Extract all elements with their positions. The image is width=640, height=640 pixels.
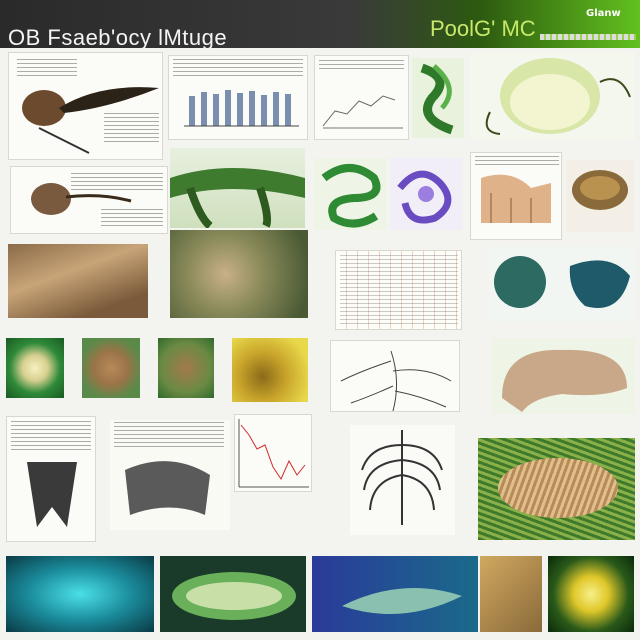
eye-organ-diagram xyxy=(8,52,163,160)
blue-fish-cell xyxy=(312,556,478,632)
eye-organ-svg xyxy=(22,87,159,154)
tissue-diagram xyxy=(10,166,168,234)
bar-chart-panel xyxy=(168,55,308,140)
red-line-plot xyxy=(234,414,312,492)
teal-svg xyxy=(494,256,630,308)
molar-diagram xyxy=(110,420,230,530)
tissue-svg xyxy=(31,183,132,215)
ribcage-svg xyxy=(361,430,443,525)
ribcage-diagram xyxy=(350,425,455,535)
cyan-microscopy xyxy=(6,556,154,632)
ribbon-svg xyxy=(420,63,454,135)
yellow-sphere-cell xyxy=(548,556,634,632)
brain-like-organ xyxy=(492,338,635,414)
tan-organ-photo xyxy=(480,556,542,632)
data-table-grid xyxy=(335,250,462,330)
hair-texture-photo xyxy=(8,244,148,318)
corner-badge: Glanw xyxy=(586,8,621,19)
brown-organ-svg xyxy=(572,170,628,210)
brown-organ xyxy=(566,160,634,232)
pale-organ-sphere xyxy=(470,52,635,140)
cross-section-diagram xyxy=(470,152,562,240)
poster-header: OB Fsaeb'ocy lMtuge PoolG' MC Glanw xyxy=(0,0,640,50)
cross-svg xyxy=(481,174,551,223)
green-tubules xyxy=(170,148,305,228)
bar-chart-svg xyxy=(184,90,299,127)
nerve-diagram xyxy=(330,340,460,412)
red-plot-svg xyxy=(238,419,309,488)
cell-thumbnails xyxy=(6,338,216,408)
teal-organ-pair xyxy=(490,246,635,322)
poster-title: OB Fsaeb'ocy lMtuge xyxy=(8,25,228,50)
line-chart-svg xyxy=(322,95,403,129)
leaf-svg xyxy=(172,572,296,620)
yellow-cell-photo xyxy=(232,338,308,402)
green-tubules-coil xyxy=(314,158,386,230)
green-striated-tissue xyxy=(478,438,635,540)
nerve-svg xyxy=(340,350,452,411)
green-microscopy-photo xyxy=(170,230,308,318)
tubules-svg xyxy=(170,168,305,228)
sphere-svg xyxy=(485,58,631,135)
brain-svg xyxy=(502,349,627,412)
tooth-diagram xyxy=(6,416,96,542)
line-chart-panel xyxy=(314,55,409,140)
fish-svg xyxy=(342,588,462,614)
purple-svg xyxy=(397,170,452,224)
purple-structure xyxy=(390,158,462,230)
tooth-svg xyxy=(27,462,77,527)
header-subline xyxy=(540,34,636,40)
poster-subtitle: PoolG' MC xyxy=(430,16,536,41)
coil-svg xyxy=(321,164,381,228)
green-ribbon-illustration xyxy=(412,58,464,138)
molar-svg xyxy=(125,461,210,515)
green-leaf-cell xyxy=(160,556,306,632)
